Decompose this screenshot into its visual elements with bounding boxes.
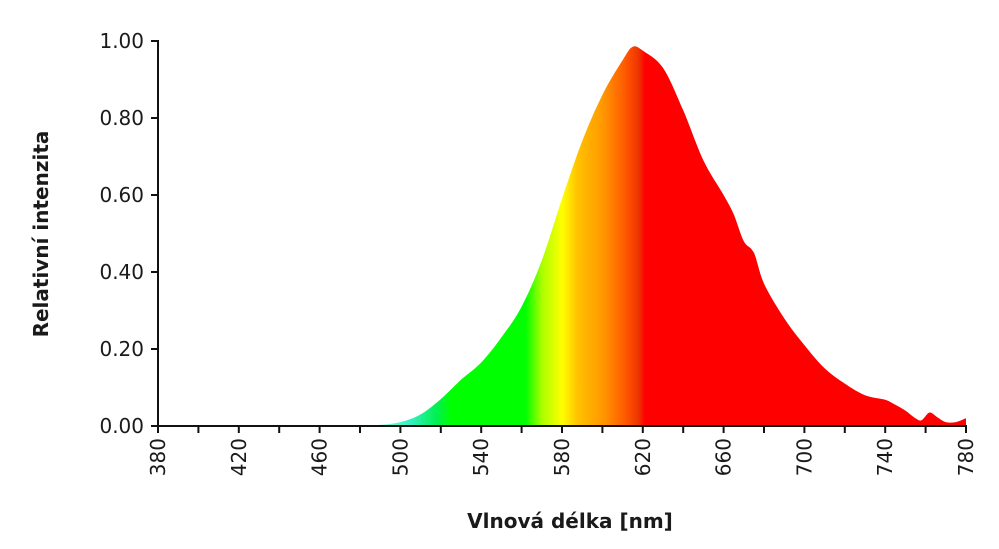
x-tick-label: 620 [631,438,655,476]
x-tick-label: 580 [550,438,574,476]
x-tick-label: 460 [308,438,332,476]
x-tick-label: 540 [469,438,493,476]
y-tick-label: 0.20 [99,337,144,361]
y-tick-label: 0.60 [99,183,144,207]
spectrum-area [158,46,966,427]
x-tick-label: 700 [792,438,816,476]
x-tick-label: 780 [954,438,978,476]
axes: 380 420 460 500 540 580 620 660 700 740 780 0.00 0.2… [99,29,978,476]
x-axis-title: Vlnová délka [nm] [467,509,673,533]
x-tick-label: 500 [388,438,412,476]
x-tick-label: 420 [227,438,251,476]
y-axis-title: Relativní intenzita [29,131,53,338]
y-tick-label: 1.00 [99,29,144,53]
y-tick-label: 0.00 [99,414,144,438]
y-tick-label: 0.80 [99,106,144,130]
x-tick-label: 740 [873,438,897,476]
x-tick-label: 380 [146,438,170,476]
plot-area [158,46,966,427]
x-tick-label: 660 [712,438,736,476]
y-tick-label: 0.40 [99,260,144,284]
